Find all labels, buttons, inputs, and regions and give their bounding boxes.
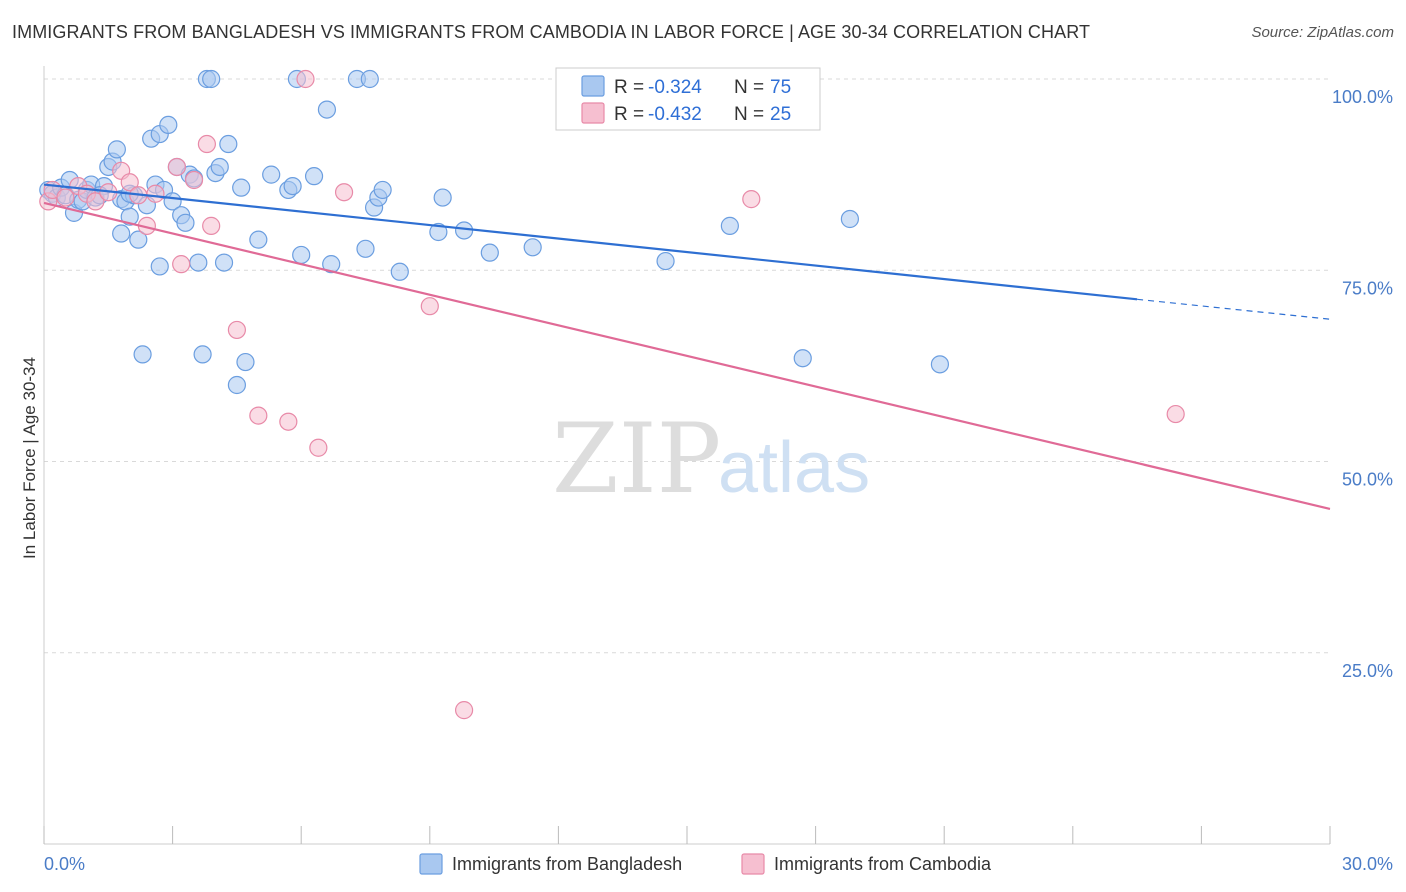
data-point (930, 355, 950, 374)
y-tick-label: 75.0% (1342, 278, 1393, 298)
trendline-bangladesh (43, 183, 1138, 301)
data-point (146, 184, 165, 203)
chart-title: IMMIGRANTS FROM BANGLADESH VS IMMIGRANTS… (12, 22, 1091, 42)
data-point (202, 69, 221, 89)
data-point (176, 213, 195, 232)
data-point (742, 190, 761, 209)
legend-n-value-cambodia: 25 (770, 104, 791, 125)
data-point (227, 320, 246, 340)
data-point (219, 134, 238, 154)
watermark-zip: ZIP (552, 403, 721, 515)
data-point (1166, 404, 1185, 424)
data-point (262, 165, 281, 184)
data-point (720, 216, 739, 235)
series-legend-swatch-cambodia (741, 853, 765, 875)
series-cambodia-points (39, 69, 1185, 720)
data-point (86, 192, 105, 211)
data-point (112, 224, 131, 243)
y-tick-label: 50.0% (1342, 470, 1393, 490)
legend-n-label-cambodia: N = (734, 104, 764, 125)
data-point (129, 230, 148, 249)
legend-n-value-bangladesh: 75 (770, 77, 791, 98)
data-point (56, 188, 75, 207)
data-point (227, 375, 246, 395)
data-point (120, 207, 139, 226)
data-point (360, 69, 379, 89)
data-point (304, 167, 324, 186)
data-point (210, 157, 229, 177)
y-tick-label: 100.0% (1332, 87, 1393, 107)
data-point (159, 115, 178, 135)
data-point (356, 239, 375, 258)
data-point (236, 352, 255, 372)
data-point (202, 216, 221, 235)
series-legend-swatch-bangladesh (419, 853, 443, 875)
legend-swatch-cambodia (581, 102, 605, 124)
series-legend-label-cambodia: Immigrants from Cambodia (774, 854, 992, 874)
x-tick-label: 0.0% (44, 854, 85, 874)
data-point (167, 157, 186, 177)
legend-swatch-bangladesh (581, 75, 605, 97)
legend-r-label-bangladesh: R = (614, 77, 644, 98)
watermark-atlas: atlas (718, 428, 870, 508)
trendline-cambodia (43, 201, 1331, 511)
legend-r-label-cambodia: R = (614, 104, 644, 125)
data-point (279, 412, 298, 431)
data-point (172, 255, 191, 274)
trendline-bangladesh-extension (1137, 298, 1331, 320)
legend-r-value-bangladesh: -0.324 (648, 77, 702, 98)
data-point (107, 140, 126, 159)
data-point (454, 221, 474, 240)
y-axis-title: In Labor Force | Age 30-34 (20, 357, 39, 559)
grid (44, 78, 1330, 654)
data-point (296, 69, 315, 89)
data-point (150, 257, 169, 276)
data-point (292, 245, 311, 265)
data-point (656, 251, 675, 271)
data-point (214, 253, 234, 272)
y-tick-label: 25.0% (1342, 661, 1393, 681)
data-point (840, 209, 859, 229)
data-point (184, 170, 204, 190)
data-point (334, 183, 354, 202)
data-point (193, 345, 212, 364)
legend-r-value-cambodia: -0.432 (648, 104, 702, 125)
legend-n-label-bangladesh: N = (734, 77, 764, 98)
data-point (454, 701, 474, 720)
data-point (309, 438, 328, 457)
series-legend-label-bangladesh: Immigrants from Bangladesh (452, 854, 682, 874)
data-point (480, 243, 499, 262)
data-point (283, 177, 302, 196)
correlation-legend: R = -0.324 N = 75 R = -0.432 N = 25 (555, 67, 821, 131)
data-point (120, 173, 139, 192)
trendlines (43, 183, 1331, 511)
data-point (523, 238, 542, 257)
data-point (433, 188, 452, 207)
data-point (390, 262, 409, 281)
data-point (249, 230, 268, 249)
data-point (197, 134, 216, 154)
y-axis-title-group: In Labor Force | Age 30-34 (20, 357, 39, 559)
chart-source: Source: ZipAtlas.com (1251, 24, 1394, 41)
data-point (232, 178, 251, 197)
data-point (420, 297, 439, 316)
data-point (249, 406, 268, 425)
data-point (317, 100, 337, 119)
x-tick-label: 30.0% (1342, 854, 1393, 874)
series-legend: Immigrants from Bangladesh Immigrants fr… (419, 853, 992, 875)
watermark: ZIP atlas (552, 403, 870, 515)
data-point (793, 349, 812, 368)
data-point (429, 222, 448, 242)
data-point (373, 180, 392, 200)
data-point (133, 345, 152, 364)
data-point (189, 253, 208, 272)
data-point (322, 255, 341, 274)
tick-labels: 25.0% 50.0% 75.0% 100.0% 0.0% 30.0% (44, 87, 1393, 874)
